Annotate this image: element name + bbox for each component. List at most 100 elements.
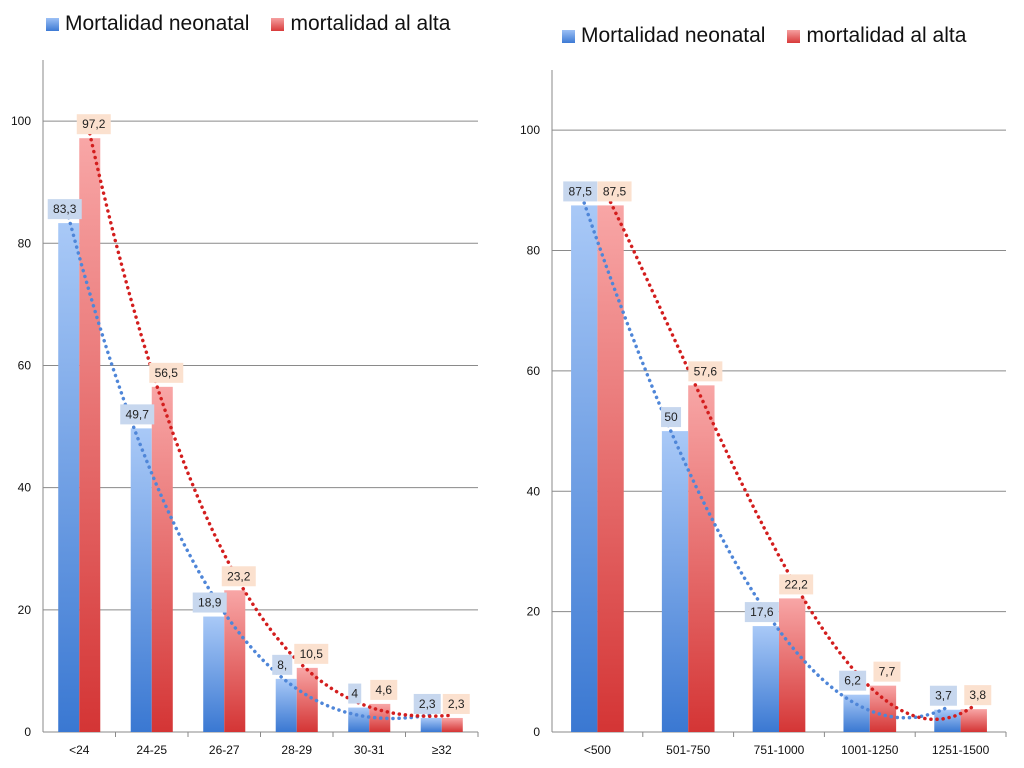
y-tick-label: 80 xyxy=(18,236,32,250)
data-label: 8, xyxy=(277,658,287,672)
bar-neonatal xyxy=(571,205,598,733)
data-label-box xyxy=(294,643,329,664)
data-label-box xyxy=(272,654,293,675)
legend-item-alta: mortalidad al alta xyxy=(271,12,450,36)
data-label-box xyxy=(839,670,867,691)
y-tick-label: 100 xyxy=(520,123,540,137)
data-label-box xyxy=(688,361,723,382)
y-tick-label: 40 xyxy=(527,484,541,498)
y-tick-label: 80 xyxy=(527,244,541,258)
bar-alta xyxy=(441,717,463,732)
bar-neonatal xyxy=(203,616,225,732)
data-label: 3,8 xyxy=(969,688,986,702)
legend-item-alta: mortalidad al alta xyxy=(787,24,966,48)
data-label-box xyxy=(76,114,111,135)
data-label-box xyxy=(149,362,184,383)
data-label: 2,3 xyxy=(419,697,436,711)
legend: Mortalidad neonatal mortalidad al alta xyxy=(46,12,472,36)
x-tick-label: 501-750 xyxy=(666,743,710,757)
data-label-box xyxy=(597,181,632,202)
x-tick-label: 26-27 xyxy=(209,743,240,757)
trendline-neonatal xyxy=(66,215,433,721)
bar-alta xyxy=(296,667,318,732)
data-label-box xyxy=(120,404,155,425)
bar-neonatal xyxy=(843,694,870,732)
bar-alta xyxy=(688,385,715,732)
data-label: 22,2 xyxy=(784,577,808,591)
y-tick-label: 20 xyxy=(18,603,32,617)
trendline-neonatal xyxy=(582,201,950,720)
data-label: 83,3 xyxy=(53,202,77,216)
bar-alta xyxy=(960,709,987,732)
bar-alta xyxy=(869,685,897,732)
x-tick-label: <24 xyxy=(69,743,90,757)
data-label-box xyxy=(563,181,598,202)
data-label-box xyxy=(442,693,470,714)
legend-swatch-blue xyxy=(562,29,575,43)
legend-item-neonatal: Mortalidad neonatal xyxy=(46,12,249,36)
x-tick-label: 24-25 xyxy=(136,743,167,757)
data-label: 4,6 xyxy=(375,683,392,697)
data-label-box xyxy=(779,574,814,595)
chart-plot: 0 20 40 60 80 100 <24 24-25 26-27 28-29 30-31 ≥32 83… xyxy=(11,60,479,757)
data-label-box xyxy=(744,602,779,623)
y-tick-label: 0 xyxy=(533,725,540,739)
data-label-box xyxy=(964,685,992,706)
bar-alta xyxy=(224,590,246,732)
x-tick-label: ≥32 xyxy=(432,743,452,757)
bar-neonatal xyxy=(130,428,152,732)
bar-neonatal xyxy=(275,678,297,732)
data-label-box xyxy=(370,679,398,700)
bar-neonatal xyxy=(752,626,779,732)
data-label: 87,5 xyxy=(569,184,593,198)
data-label: 57,6 xyxy=(694,364,718,378)
x-tick-label: <500 xyxy=(584,743,611,757)
y-tick-label: 60 xyxy=(527,364,541,378)
data-label: 23,2 xyxy=(227,569,251,583)
legend: Mortalidad neonatal mortalidad al alta xyxy=(562,24,988,48)
legend-label: mortalidad al alta xyxy=(290,12,451,35)
legend-item-neonatal: Mortalidad neonatal xyxy=(562,24,765,48)
data-label-box xyxy=(47,199,82,220)
data-label-box xyxy=(348,683,362,704)
data-label: 49,7 xyxy=(126,407,150,421)
x-tick-label: 1251-1500 xyxy=(932,743,990,757)
legend-swatch-red xyxy=(787,29,801,43)
legend-label: Mortalidad neonatal xyxy=(581,24,766,47)
bar-neonatal xyxy=(58,223,80,732)
x-tick-label: 30-31 xyxy=(354,743,385,757)
chart-plot: 0 20 40 60 80 100 <500 501-750 751-1000 1001-1250… xyxy=(520,70,1007,757)
data-label-box xyxy=(413,693,441,714)
data-label: 50 xyxy=(664,410,678,424)
data-label-box xyxy=(873,661,901,682)
x-tick-label: 28-29 xyxy=(281,743,312,757)
data-label: 56,5 xyxy=(155,366,179,380)
data-label: 6,2 xyxy=(844,674,861,688)
bar-alta xyxy=(779,598,806,732)
data-label: 3,7 xyxy=(935,689,952,703)
y-tick-label: 60 xyxy=(18,358,32,372)
data-label-box xyxy=(929,685,957,706)
data-label: 10,5 xyxy=(300,647,324,661)
trendline-alta xyxy=(608,200,976,722)
data-label: 87,5 xyxy=(603,184,627,198)
data-label: 18,9 xyxy=(198,596,222,610)
legend-label: mortalidad al alta xyxy=(806,24,967,47)
data-label: 7,7 xyxy=(879,665,896,679)
data-label: 97,2 xyxy=(82,117,106,131)
y-tick-label: 40 xyxy=(18,481,32,495)
bar-neonatal xyxy=(661,431,689,732)
data-label-box xyxy=(661,407,682,428)
bar-alta xyxy=(79,138,101,733)
y-tick-label: 100 xyxy=(11,114,31,128)
bar-neonatal xyxy=(420,717,442,732)
bar-neonatal xyxy=(934,709,961,732)
chart-left: Mortalidad neonatal mortalidad al alta 0… xyxy=(11,12,479,757)
y-tick-label: 20 xyxy=(527,605,541,619)
data-label-box xyxy=(221,566,256,587)
legend-swatch-red xyxy=(271,17,285,31)
chart-right: Mortalidad neonatal mortalidad al alta 0… xyxy=(512,0,1024,768)
data-label: 4 xyxy=(351,687,358,701)
x-tick-label: 751-1000 xyxy=(754,743,805,757)
y-tick-label: 0 xyxy=(24,725,31,739)
